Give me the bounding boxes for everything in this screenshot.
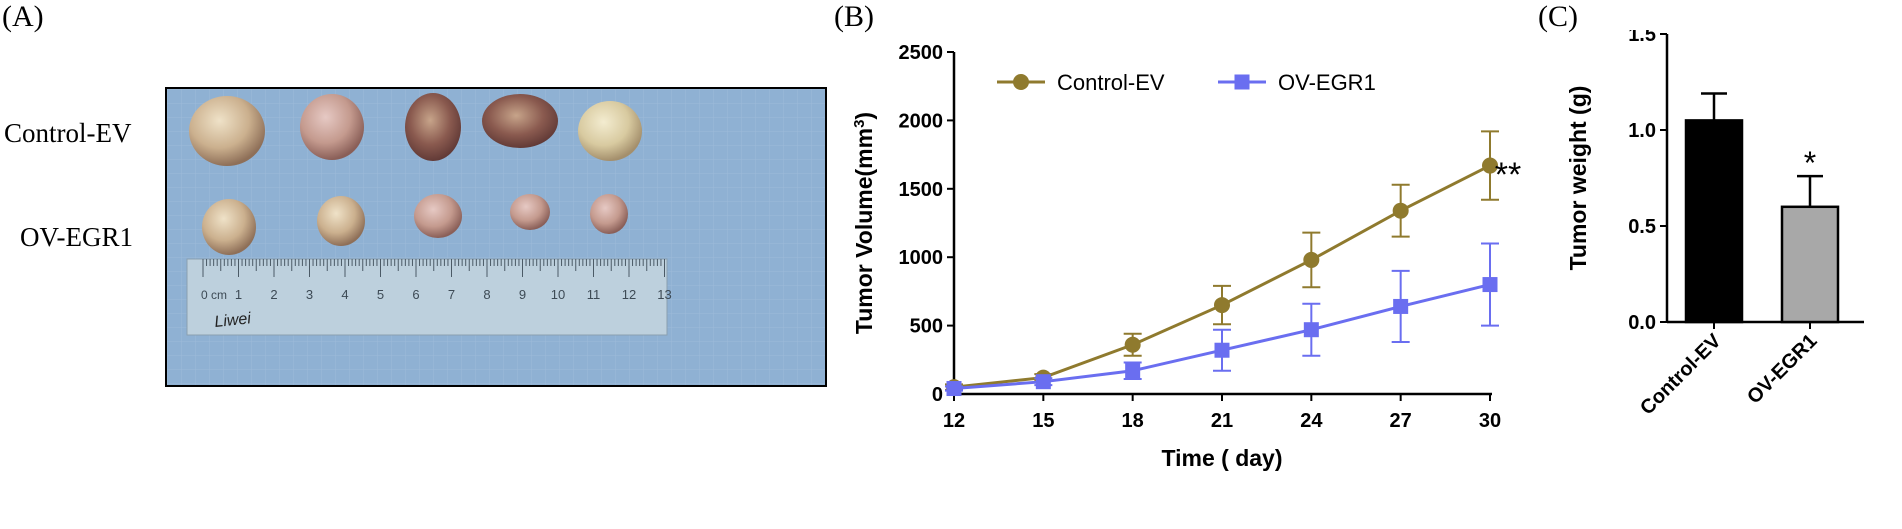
x-tick-label: OV-EGR1 xyxy=(1743,330,1821,408)
ruler-number: 3 xyxy=(306,287,313,302)
row-label-control: Control-EV xyxy=(4,118,132,148)
panel-label-a: (A) xyxy=(2,0,44,33)
ruler-number: 5 xyxy=(377,287,384,302)
data-point xyxy=(1214,342,1230,358)
legend: Control-EV OV-EGR1 xyxy=(997,70,1376,95)
tumor-volume-chart: 0 500 1000 1500 2000 2500 12 15 18 21 24 27 30 Time (… xyxy=(851,42,1522,471)
data-point xyxy=(1124,336,1141,353)
handwriting-text: Liwei xyxy=(214,310,252,331)
x-tick-label: 24 xyxy=(1300,410,1323,432)
x-tick-label: 21 xyxy=(1211,410,1233,432)
series-1 xyxy=(945,242,1499,397)
y-tick-label: 0 xyxy=(932,384,943,406)
x-tick-label: Control-EV xyxy=(1636,330,1726,420)
data-point xyxy=(1125,363,1141,379)
ruler-number: 8 xyxy=(483,287,490,302)
ruler-number: 9 xyxy=(519,287,526,302)
y-tick-label: 0.0 xyxy=(1628,312,1656,334)
x-tick-label: 15 xyxy=(1032,410,1054,432)
ruler-number: 2 xyxy=(270,287,277,302)
ruler-number: 4 xyxy=(341,287,348,302)
x-tick-label: 30 xyxy=(1479,410,1501,432)
ruler-number: 10 xyxy=(551,287,565,302)
x-axis-label: Time ( day) xyxy=(1162,445,1283,471)
data-point xyxy=(1303,251,1320,268)
x-tick-label: 18 xyxy=(1122,410,1144,432)
ruler-number: 13 xyxy=(657,287,671,302)
ruler-unit: 0 cm xyxy=(201,288,227,302)
tumor-photo: 0 cm 1 2 3 4 5 6 7 8 9 10 11 12 13 Liwei xyxy=(165,87,827,387)
y-tick-label: 1000 xyxy=(899,247,944,269)
y-tick-label: 1.5 xyxy=(1628,30,1656,46)
control-tumors xyxy=(189,93,642,166)
y-axis-label: Tumor weight (g) xyxy=(1565,86,1591,271)
legend-marker xyxy=(1234,74,1250,90)
data-point xyxy=(1035,374,1051,390)
panel-label-b: (B) xyxy=(834,0,874,33)
x-tick-label: 27 xyxy=(1390,410,1412,432)
y-axis-label: Tumor Volume(mm3) xyxy=(851,112,878,334)
legend-label: Control-EV xyxy=(1057,70,1165,95)
ruler-number: 12 xyxy=(622,287,636,302)
y-tick-label: 1.0 xyxy=(1628,120,1656,142)
y-tick-label: 0.5 xyxy=(1628,216,1656,238)
data-point xyxy=(1214,297,1230,314)
bar xyxy=(1780,205,1840,324)
data-point xyxy=(1392,202,1409,219)
y-tick-label: 2500 xyxy=(899,42,944,64)
significance-annotation: * xyxy=(1804,145,1816,181)
data-point xyxy=(1482,277,1498,293)
panel-label-c: (C) xyxy=(1538,0,1578,33)
ruler-number: 6 xyxy=(412,287,419,302)
significance-annotation: ** xyxy=(1495,156,1521,194)
x-tick-label: 12 xyxy=(943,410,965,432)
tumor-weight-chart: 0.0 0.5 1.0 1.5 Tumor weight (g) Control-EV OV… xyxy=(1565,30,1864,420)
legend-label: OV-EGR1 xyxy=(1278,70,1376,95)
ov-egr1-tumors xyxy=(202,194,628,255)
ruler-number: 11 xyxy=(587,287,601,302)
ruler-number: 1 xyxy=(235,287,242,302)
data-point xyxy=(1393,298,1409,314)
data-point xyxy=(946,381,962,397)
data-point xyxy=(1303,322,1319,338)
y-tick-label: 1500 xyxy=(899,179,944,201)
row-label-ov: OV-EGR1 xyxy=(20,222,134,252)
bar xyxy=(1684,119,1744,324)
legend-marker xyxy=(1013,74,1029,90)
ruler-number: 7 xyxy=(448,287,455,302)
y-tick-label: 2000 xyxy=(899,110,944,132)
data-point xyxy=(1482,157,1498,174)
y-tick-label: 500 xyxy=(910,316,943,338)
